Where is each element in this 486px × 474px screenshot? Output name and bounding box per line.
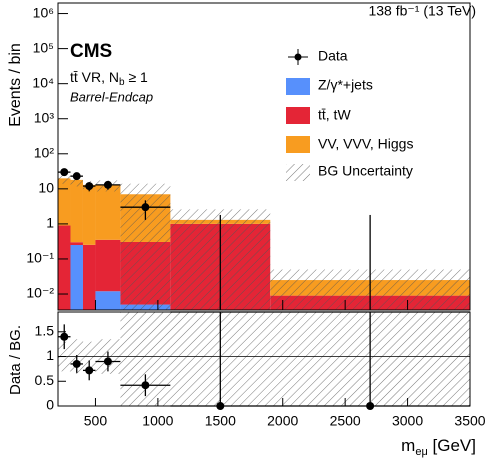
ratio-y-label: Data / BG. (7, 325, 24, 395)
experiment: CMS (70, 41, 112, 62)
y-label: Events / bin (7, 43, 24, 127)
stack-bar (70, 179, 83, 243)
legend: Data Z/γ*+jets tt̄, tW VV, VVV, Higgs BG… (286, 48, 413, 181)
y-tick-label: 10³ (34, 109, 55, 125)
y-tick-label: 10⁴ (32, 74, 54, 90)
stack-bar (95, 291, 121, 310)
data-point (103, 180, 112, 189)
legend-label: BG Uncertainty (318, 163, 413, 179)
header: 138 fb⁻¹ (13 TeV) (368, 3, 476, 19)
legend-swatch (286, 107, 310, 124)
stack-bar (82, 244, 96, 310)
legend-label: Z/γ*+jets (318, 77, 373, 93)
ratio-point (60, 332, 69, 341)
x-tick-label: 3000 (392, 413, 423, 429)
stack-bar (95, 184, 121, 240)
ratio-y-tick-label: 0 (46, 397, 54, 413)
region-main: tt̄ VR, N (70, 69, 119, 85)
legend-swatch (286, 136, 310, 153)
uncertainty-band (70, 175, 83, 187)
x-label-main: m (401, 436, 415, 455)
ratio-point (72, 359, 81, 368)
region-sub: b (119, 77, 125, 88)
legend-label: tt̄, tW (318, 107, 351, 123)
data-point (141, 203, 150, 212)
y-tick-label: 10⁻² (26, 285, 54, 301)
legend-label: VV, VVV, Higgs (318, 136, 413, 152)
x-tick-label: 2500 (330, 413, 361, 429)
legend-data-marker (294, 53, 302, 61)
stack-bar (58, 225, 71, 310)
ratio-point (103, 357, 112, 366)
x-tick-label: 500 (84, 413, 108, 429)
upper-frame (57, 2, 471, 311)
x-tick-label: 3500 (454, 413, 485, 429)
y-tick-label: 10⁶ (33, 4, 54, 20)
stack-bar (82, 184, 96, 245)
legend-swatch (286, 78, 310, 95)
category: Barrel-Endcap (70, 89, 153, 104)
stack-bar (95, 239, 121, 292)
ratio-y-tick-label: 1.5 (35, 322, 55, 338)
data-point (60, 168, 69, 177)
x-label-rest: [GeV] (428, 436, 476, 455)
data-point (72, 172, 81, 181)
x-label: meμ [GeV] (401, 436, 476, 457)
ratio-y-tick-label: 0.5 (35, 372, 55, 388)
uncertainty-band (58, 174, 71, 184)
y-tick-label: 10² (34, 144, 55, 160)
x-tick-label: 1500 (205, 413, 236, 429)
region: tt̄ VR, Nb ≥ 1 (70, 69, 148, 88)
stack-bar (70, 242, 83, 246)
x-tick-label: 2000 (267, 413, 298, 429)
region-rest: ≥ 1 (125, 69, 148, 85)
y-tick-label: 10⁻¹ (26, 250, 54, 266)
data-point (85, 182, 94, 191)
y-tick-label: 1 (46, 215, 54, 231)
stack-bar (70, 245, 83, 310)
y-tick-label: 10⁵ (33, 39, 54, 55)
ratio-y-tick-label: 1 (46, 347, 54, 363)
ratio-point (141, 381, 150, 390)
ratio-point (85, 366, 94, 375)
ratio-point (366, 402, 375, 410)
y-tick-label: 10 (38, 180, 54, 196)
stack-bar (58, 178, 71, 226)
x-tick-label: 1000 (142, 413, 173, 429)
legend-swatch (286, 164, 310, 181)
legend-label: Data (318, 48, 348, 64)
x-label-sub: eμ (415, 446, 427, 458)
